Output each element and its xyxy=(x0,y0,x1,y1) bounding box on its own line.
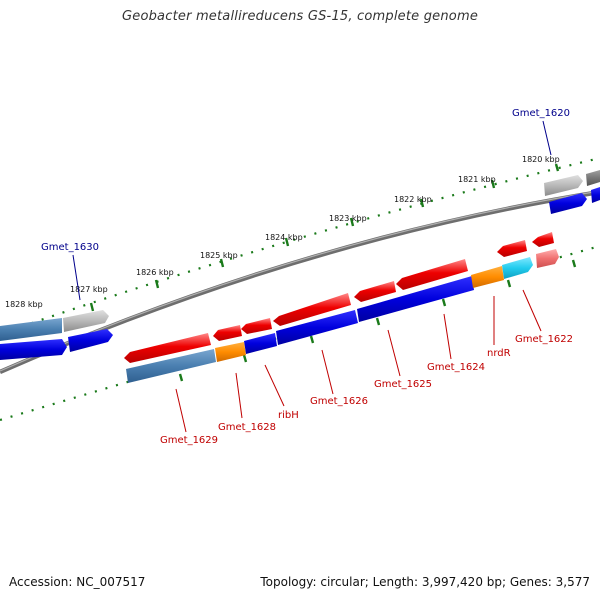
gene-gmet-1625[interactable] xyxy=(354,281,396,302)
map-title: Geobacter metallireducens GS-15, complet… xyxy=(121,9,479,24)
label-gmet-1628[interactable]: Gmet_1628 xyxy=(218,422,276,433)
gene-ribH-cds[interactable] xyxy=(244,333,277,354)
accession-text: Accession: NC_007517 xyxy=(9,575,146,589)
scale-label-1822: 1822 kbp xyxy=(394,195,432,204)
gene-nrdR[interactable] xyxy=(497,240,527,257)
scale-label-1825: 1825 kbp xyxy=(200,251,238,260)
gene-gmet-1628-cds[interactable] xyxy=(215,342,246,362)
gene-strand-forward-left xyxy=(0,310,113,360)
scale-label-1828: 1828 kbp xyxy=(5,300,43,309)
label-gmet-1625[interactable]: Gmet_1625 xyxy=(374,379,432,390)
gene-gmet-1629-cds[interactable] xyxy=(126,349,216,383)
gene-gmet-1628[interactable] xyxy=(213,325,242,341)
scale-label-1826: 1826 kbp xyxy=(136,268,174,277)
tick-1827 xyxy=(89,302,95,312)
gene-blue-right-2[interactable] xyxy=(591,187,600,203)
gene-gmet-1621-cds[interactable] xyxy=(536,249,559,268)
tick-1820 xyxy=(554,163,560,172)
gene-blue-left-2[interactable] xyxy=(68,329,113,352)
tick-1821 xyxy=(490,179,496,189)
gene-gmet-1630-adjacent[interactable] xyxy=(0,318,62,341)
gene-callouts xyxy=(72,120,552,433)
label-gmet-1620[interactable]: Gmet_1620 xyxy=(512,108,570,119)
gene-gmet-1626-cds[interactable] xyxy=(276,310,358,345)
gene-gmet-1624[interactable] xyxy=(396,259,468,290)
scale-label-1823: 1823 kbp xyxy=(329,214,367,223)
scale-label-1820: 1820 kbp xyxy=(522,155,560,164)
gene-gmet-1622-cds[interactable] xyxy=(502,257,533,279)
tick-1825 xyxy=(219,258,225,268)
gene-nrdR-cds[interactable] xyxy=(471,266,504,288)
genome-summary-text: Topology: circular; Length: 3,997,420 bp… xyxy=(260,575,590,589)
gene-blue-right-1[interactable] xyxy=(549,193,587,214)
gene-strand-reverse xyxy=(124,232,554,363)
gene-gmet-1630[interactable] xyxy=(63,310,109,332)
tick-1823 xyxy=(349,217,355,227)
tick-1826 xyxy=(154,279,160,289)
gene-gmet-1626[interactable] xyxy=(273,293,351,326)
label-ribH[interactable]: ribH xyxy=(278,410,299,421)
gene-strand-upper-right xyxy=(544,170,600,214)
label-gmet-1630[interactable]: Gmet_1630 xyxy=(41,242,99,253)
gene-gmet-1625-cds[interactable] xyxy=(357,276,474,322)
label-nrdR[interactable]: nrdR xyxy=(487,348,511,359)
gene-blue-left-1[interactable] xyxy=(0,339,67,360)
tick-1822 xyxy=(419,198,425,208)
label-gmet-1626[interactable]: Gmet_1626 xyxy=(310,396,368,407)
gene-labels: Gmet_1620 Gmet_1630 Gmet_1629 Gmet_1628 … xyxy=(41,108,573,446)
gene-gmet-1629[interactable] xyxy=(124,333,211,363)
scale-labels: 1820 kbp 1821 kbp 1822 kbp 1823 kbp 1824… xyxy=(5,155,560,309)
scale-track-inner xyxy=(0,244,600,422)
scale-label-1821: 1821 kbp xyxy=(458,175,496,184)
label-gmet-1624[interactable]: Gmet_1624 xyxy=(427,362,485,373)
scale-label-1824: 1824 kbp xyxy=(265,233,303,242)
gene-gmet-1621[interactable] xyxy=(532,232,554,247)
label-gmet-1629[interactable]: Gmet_1629 xyxy=(160,435,218,446)
gene-strand-lower xyxy=(126,249,559,383)
tick-1824 xyxy=(284,237,290,247)
gene-gmet-1620[interactable] xyxy=(544,175,583,196)
gene-ribH[interactable] xyxy=(241,318,272,334)
scale-label-1827: 1827 kbp xyxy=(70,285,108,294)
label-gmet-1622[interactable]: Gmet_1622 xyxy=(515,334,573,345)
gene-upper-right-dark[interactable] xyxy=(586,170,600,186)
